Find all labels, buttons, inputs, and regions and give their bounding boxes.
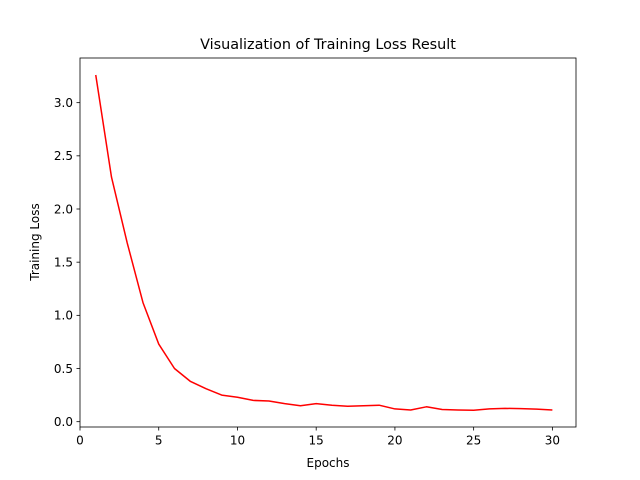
y-axis-label: Training Loss [28, 203, 42, 281]
x-tick-label: 25 [466, 434, 481, 448]
plot-frame [79, 57, 577, 428]
y-tick-label: 3.0 [54, 96, 73, 110]
y-tick-label: 2.5 [54, 149, 73, 163]
y-tick-label: 1.5 [54, 255, 73, 269]
y-tick-label: 1.0 [54, 309, 73, 323]
x-tick-label: 5 [155, 434, 163, 448]
y-tick-label: 0.0 [54, 415, 73, 429]
x-tick-label: 15 [309, 434, 324, 448]
y-tick-label: 0.5 [54, 362, 73, 376]
x-tick-label: 30 [545, 434, 560, 448]
loss-series-line [95, 74, 553, 411]
y-tick-label: 2.0 [54, 202, 73, 216]
x-tick-label: 0 [76, 434, 84, 448]
chart-title: Visualization of Training Loss Result [200, 37, 456, 53]
x-axis-label: Epochs [307, 456, 350, 470]
x-tick-label: 20 [387, 434, 402, 448]
plot-area: 0 5 10 15 20 25 30 0.0 0.5 1.0 1.5 2.0 2.5 3.0 [54, 57, 577, 448]
x-tick-label: 10 [230, 434, 245, 448]
